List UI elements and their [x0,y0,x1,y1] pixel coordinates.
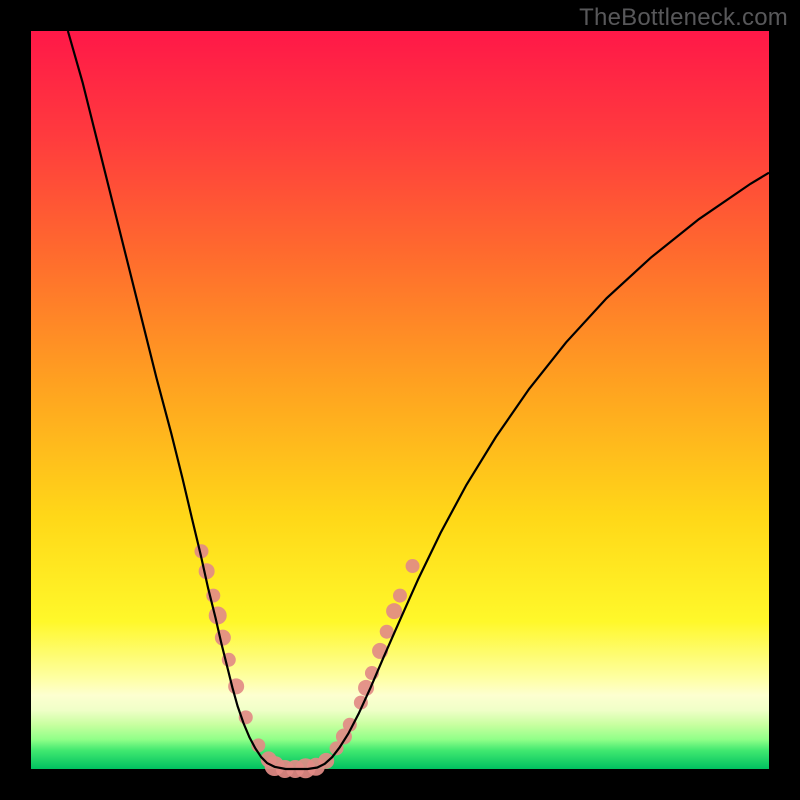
marker-dot [386,603,402,619]
bottleneck-curve [68,31,769,769]
watermark-text: TheBottleneck.com [579,4,788,32]
plot-area [31,31,769,769]
chart-frame: TheBottleneck.com [0,0,800,800]
marker-dot [209,606,227,624]
curve-svg [31,31,769,769]
marker-dot [393,589,407,603]
marker-dot [406,559,420,573]
marker-dot [215,630,231,646]
marker-group [194,544,419,778]
